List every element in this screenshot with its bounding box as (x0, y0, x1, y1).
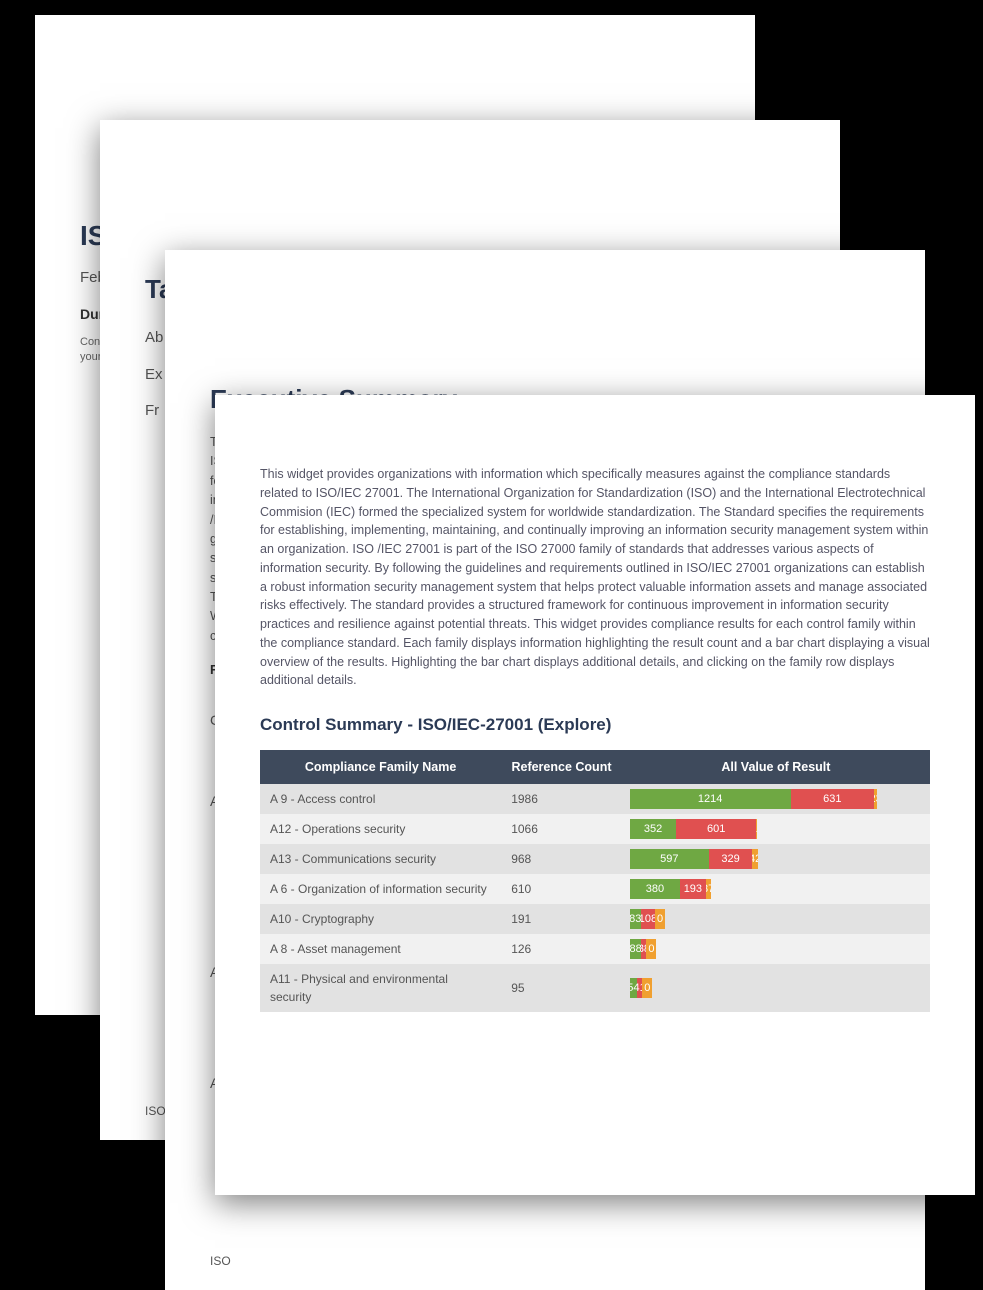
col-refcount: Reference Count (501, 750, 622, 785)
bar-segment-green: 1214 (630, 789, 791, 809)
result-bar[interactable]: 121463123 (630, 789, 922, 809)
page2-footer: ISO (145, 1102, 166, 1120)
family-name: A12 - Operations security (260, 814, 501, 844)
table-header-row: Compliance Family Name Reference Count A… (260, 750, 930, 785)
result-bar[interactable]: 35260111 (630, 819, 922, 839)
reference-count: 95 (501, 964, 622, 1012)
family-name: A 6 - Organization of information securi… (260, 874, 501, 904)
reference-count: 1066 (501, 814, 622, 844)
reference-count: 126 (501, 934, 622, 964)
report-page-4: This widget provides organizations with … (215, 395, 975, 1195)
reference-count: 1986 (501, 784, 622, 814)
result-bar[interactable]: 88380 (630, 939, 922, 959)
bar-segment-green: 54 (630, 978, 637, 998)
result-bar[interactable]: 59732942 (630, 849, 922, 869)
control-summary-title: Control Summary - ISO/IEC-27001 (Explore… (260, 712, 930, 738)
bar-segment-red: 108 (641, 909, 655, 929)
col-family: Compliance Family Name (260, 750, 501, 785)
bar-segment-green: 380 (630, 879, 680, 899)
family-name: A13 - Communications security (260, 844, 501, 874)
widget-intro: This widget provides organizations with … (260, 465, 930, 690)
bar-segment-green: 597 (630, 849, 709, 869)
table-row[interactable]: A 8 - Asset management126 88380 (260, 934, 930, 964)
result-bar-cell: 38019337 (622, 874, 930, 904)
result-bar-cell: 59732942 (622, 844, 930, 874)
family-name: A11 - Physical and environmental securit… (260, 964, 501, 1012)
table-row[interactable]: A10 - Cryptography191 831080 (260, 904, 930, 934)
col-result: All Value of Result (622, 750, 930, 785)
result-bar-cell: 35260111 (622, 814, 930, 844)
bar-segment-red: 193 (680, 879, 706, 899)
bar-segment-red: 329 (709, 849, 753, 869)
table-row[interactable]: A13 - Communications security968 59732942 (260, 844, 930, 874)
family-name: A 9 - Access control (260, 784, 501, 814)
result-bar-cell: 121463123 (622, 784, 930, 814)
bar-segment-green: 83 (630, 909, 641, 929)
bar-segment-red: 631 (791, 789, 875, 809)
result-bar-cell: 831080 (622, 904, 930, 934)
control-summary-table: Compliance Family Name Reference Count A… (260, 750, 930, 1013)
table-row[interactable]: A11 - Physical and environmental securit… (260, 964, 930, 1012)
bar-segment-red: 601 (676, 819, 756, 839)
family-name: A 8 - Asset management (260, 934, 501, 964)
bar-segment-green: 352 (630, 819, 677, 839)
result-bar[interactable]: 54410 (630, 978, 922, 998)
reference-count: 610 (501, 874, 622, 904)
reference-count: 191 (501, 904, 622, 934)
table-row[interactable]: A 6 - Organization of information securi… (260, 874, 930, 904)
result-bar-cell: 54410 (622, 964, 930, 1012)
family-name: A10 - Cryptography (260, 904, 501, 934)
page3-footer: ISO (210, 1252, 231, 1270)
result-bar[interactable]: 38019337 (630, 879, 922, 899)
result-bar[interactable]: 831080 (630, 909, 922, 929)
bar-segment-orange: 0 (655, 909, 665, 929)
bar-segment-orange: 0 (642, 978, 652, 998)
bar-segment-green: 88 (630, 939, 642, 959)
table-row[interactable]: A 9 - Access control1986 121463123 (260, 784, 930, 814)
bar-segment-orange: 0 (646, 939, 656, 959)
table-row[interactable]: A12 - Operations security1066 35260111 (260, 814, 930, 844)
result-bar-cell: 88380 (622, 934, 930, 964)
reference-count: 968 (501, 844, 622, 874)
